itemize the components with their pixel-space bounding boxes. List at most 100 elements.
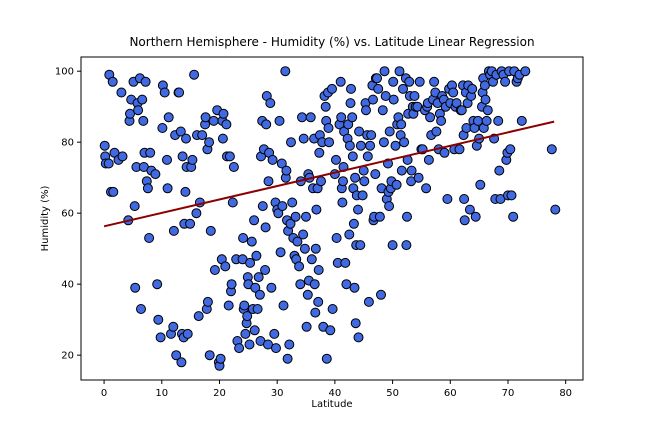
data-point: [340, 257, 351, 268]
data-point: [298, 133, 309, 144]
data-point: [292, 236, 303, 247]
data-point: [306, 254, 317, 265]
data-point: [217, 133, 228, 144]
data-point: [108, 186, 119, 197]
data-point: [380, 91, 391, 101]
data-point: [174, 87, 185, 98]
data-point: [140, 76, 151, 87]
data-point: [355, 140, 366, 151]
data-point: [376, 289, 386, 300]
data-point: [137, 94, 148, 105]
data-point: [353, 204, 363, 215]
data-point: [320, 101, 331, 112]
data-point: [309, 279, 320, 290]
data-point: [313, 265, 324, 275]
data-point: [182, 328, 193, 339]
data-point: [401, 240, 412, 251]
data-point: [373, 83, 384, 94]
x-tick-label: 60: [444, 388, 457, 399]
data-point: [311, 204, 322, 215]
data-point: [261, 119, 272, 130]
data-point: [253, 272, 264, 283]
data-point: [459, 194, 470, 204]
data-point: [234, 343, 245, 354]
data-point: [346, 83, 356, 94]
x-tick-label: 0: [101, 388, 107, 399]
data-point: [155, 332, 166, 343]
data-point: [197, 130, 208, 141]
data-point: [228, 162, 239, 172]
data-point: [480, 94, 491, 105]
data-point: [99, 140, 110, 151]
data-point: [133, 105, 144, 116]
data-point: [240, 328, 251, 339]
data-point: [187, 154, 198, 165]
regression-line-layer: [103, 120, 555, 228]
data-point: [175, 126, 186, 137]
data-point: [125, 108, 135, 119]
data-point: [263, 339, 273, 350]
data-point: [414, 76, 425, 87]
data-point: [218, 108, 229, 119]
data-point: [150, 169, 161, 180]
data-point: [244, 339, 255, 350]
data-point: [363, 296, 374, 307]
data-point: [274, 115, 285, 126]
y-axis: 20 40 60 80 100: [55, 67, 81, 362]
data-point: [505, 144, 516, 155]
data-point: [301, 321, 312, 332]
data-point: [267, 154, 278, 165]
data-point: [500, 76, 511, 87]
data-point: [282, 353, 293, 364]
data-point: [294, 261, 305, 272]
data-point: [359, 176, 370, 187]
data-point: [177, 151, 188, 162]
data-point: [215, 353, 226, 364]
data-point: [269, 328, 280, 339]
data-point: [159, 87, 170, 98]
data-point: [396, 119, 407, 130]
data-point: [349, 282, 360, 293]
data-point: [163, 112, 174, 123]
data-point: [263, 176, 274, 187]
x-axis-label: Latitude: [311, 399, 352, 410]
data-point: [223, 300, 234, 311]
data-point: [327, 83, 337, 94]
data-point: [205, 225, 216, 236]
data-point: [402, 211, 412, 222]
data-point: [325, 325, 336, 336]
y-tick-label: 20: [61, 351, 74, 362]
data-point: [226, 279, 237, 290]
data-point: [254, 289, 265, 300]
data-point: [436, 115, 447, 126]
data-point: [347, 112, 358, 123]
data-point: [508, 211, 519, 222]
data-point: [388, 76, 399, 87]
y-tick-label: 80: [61, 138, 74, 149]
data-point: [384, 201, 395, 212]
data-point: [281, 165, 292, 176]
data-point: [520, 66, 531, 77]
data-point: [290, 211, 301, 222]
data-point: [442, 194, 453, 204]
data-point: [117, 151, 128, 162]
data-point: [399, 137, 410, 148]
data-point: [464, 204, 475, 215]
data-point: [366, 130, 377, 141]
data-point: [168, 321, 179, 332]
data-point: [129, 201, 140, 212]
x-tick-label: 80: [559, 388, 572, 399]
data-point: [387, 240, 398, 251]
data-point: [171, 350, 182, 361]
data-point: [546, 144, 557, 155]
data-point: [348, 218, 359, 229]
data-point: [404, 76, 415, 87]
data-point: [265, 98, 276, 109]
data-point: [107, 76, 118, 87]
data-point: [221, 119, 232, 130]
data-point: [327, 304, 338, 314]
data-point: [314, 147, 325, 158]
data-point: [242, 311, 253, 322]
data-point: [224, 151, 235, 162]
